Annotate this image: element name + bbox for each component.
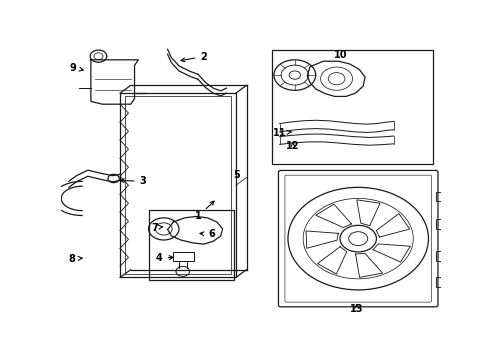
Bar [272,50,434,164]
Text: 11: 11 [273,128,292,138]
Text: 6: 6 [200,229,215,239]
Bar [436,251,442,261]
Polygon shape [373,244,410,262]
Text: 12: 12 [286,141,300,151]
Bar [124,96,231,274]
Circle shape [108,174,120,183]
Polygon shape [376,213,410,237]
Bar [148,210,234,280]
Text: 4: 4 [156,253,173,263]
Bar [436,192,442,201]
Text: 9: 9 [69,63,83,73]
Bar [436,219,442,229]
Text: 13: 13 [350,304,364,314]
Bar [436,278,442,287]
Polygon shape [356,253,383,278]
Text: 3: 3 [120,176,147,186]
Text: 10: 10 [334,50,347,60]
Polygon shape [316,204,351,228]
Polygon shape [306,231,338,248]
Bar [120,93,236,278]
Text: 2: 2 [181,51,207,62]
Text: 7: 7 [152,222,163,233]
Text: 5: 5 [234,170,241,180]
Text: 1: 1 [195,201,214,221]
Text: 8: 8 [69,254,82,264]
Polygon shape [318,247,347,274]
Bar [173,252,194,261]
Polygon shape [357,200,380,226]
